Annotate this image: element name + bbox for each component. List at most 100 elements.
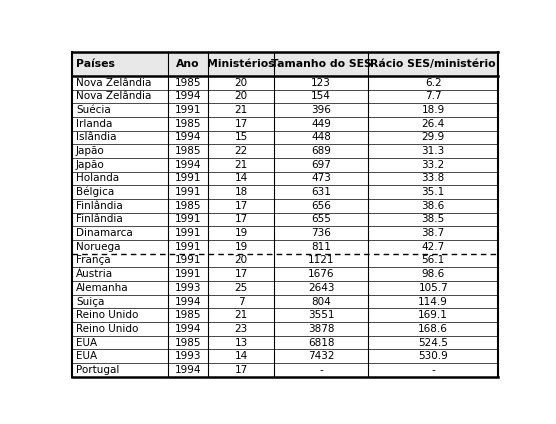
Text: 20: 20 [235, 92, 248, 101]
Text: 811: 811 [311, 242, 331, 252]
Text: 530.9: 530.9 [418, 351, 448, 361]
Text: 169.1: 169.1 [418, 310, 448, 320]
Text: 6818: 6818 [308, 338, 335, 348]
Text: 18: 18 [235, 187, 248, 197]
Text: 1676: 1676 [308, 269, 335, 279]
Text: 473: 473 [311, 173, 331, 184]
Text: 1991: 1991 [175, 173, 201, 184]
Text: 1994: 1994 [175, 92, 201, 101]
Text: 1985: 1985 [175, 310, 201, 320]
Text: 1994: 1994 [175, 160, 201, 170]
Text: Tamanho do SES: Tamanho do SES [271, 59, 371, 69]
Text: 17: 17 [235, 119, 248, 129]
Text: 21: 21 [235, 310, 248, 320]
Text: 15: 15 [235, 132, 248, 142]
Text: 1985: 1985 [175, 78, 201, 88]
Text: 524.5: 524.5 [418, 338, 448, 348]
Text: 31.3: 31.3 [421, 146, 445, 156]
Text: 1985: 1985 [175, 338, 201, 348]
Text: Irlanda: Irlanda [76, 119, 112, 129]
Text: 33.8: 33.8 [421, 173, 445, 184]
Text: 19: 19 [235, 242, 248, 252]
Text: 33.2: 33.2 [421, 160, 445, 170]
Text: 631: 631 [311, 187, 331, 197]
Text: Portugal: Portugal [76, 365, 120, 375]
Text: Alemanha: Alemanha [76, 283, 128, 293]
Text: Islândia: Islândia [76, 132, 116, 142]
Text: Reino Unido: Reino Unido [76, 310, 138, 320]
Text: Suiça: Suiça [76, 296, 105, 307]
Text: 804: 804 [311, 296, 331, 307]
Text: 17: 17 [235, 269, 248, 279]
Text: 21: 21 [235, 105, 248, 115]
Text: Noruega: Noruega [76, 242, 121, 252]
Text: 20: 20 [235, 78, 248, 88]
Text: 396: 396 [311, 105, 331, 115]
Text: 1985: 1985 [175, 146, 201, 156]
Text: 56.1: 56.1 [421, 256, 445, 265]
Text: 21: 21 [235, 160, 248, 170]
Text: Holanda: Holanda [76, 173, 119, 184]
Text: 168.6: 168.6 [418, 324, 448, 334]
Text: 1994: 1994 [175, 296, 201, 307]
Text: Dinamarca: Dinamarca [76, 228, 133, 238]
Text: 1991: 1991 [175, 269, 201, 279]
Text: 38.6: 38.6 [421, 201, 445, 211]
Text: 1985: 1985 [175, 119, 201, 129]
Text: 98.6: 98.6 [421, 269, 445, 279]
Text: 18.9: 18.9 [421, 105, 445, 115]
Text: 2643: 2643 [308, 283, 335, 293]
Text: 19: 19 [235, 228, 248, 238]
Text: 7432: 7432 [308, 351, 335, 361]
Text: 7: 7 [238, 296, 245, 307]
Text: 14: 14 [235, 173, 248, 184]
Text: 3878: 3878 [308, 324, 335, 334]
Text: Áustria: Áustria [76, 269, 113, 279]
Text: 1994: 1994 [175, 365, 201, 375]
Text: 689: 689 [311, 146, 331, 156]
Text: Rácio SES/ministério: Rácio SES/ministério [370, 59, 496, 69]
Text: -: - [319, 365, 323, 375]
Text: 449: 449 [311, 119, 331, 129]
Text: Finlândia: Finlândia [76, 215, 123, 224]
Text: EUA: EUA [76, 338, 97, 348]
Text: 1991: 1991 [175, 256, 201, 265]
Text: 1991: 1991 [175, 228, 201, 238]
Text: 1993: 1993 [175, 351, 201, 361]
Text: 105.7: 105.7 [418, 283, 448, 293]
Text: 42.7: 42.7 [421, 242, 445, 252]
Text: 1991: 1991 [175, 105, 201, 115]
Text: Japão: Japão [76, 160, 105, 170]
Text: Países: Países [76, 59, 115, 69]
Text: França: França [76, 256, 111, 265]
Text: Nova Zelândia: Nova Zelândia [76, 78, 151, 88]
Text: -: - [431, 365, 435, 375]
Text: 14: 14 [235, 351, 248, 361]
Text: 17: 17 [235, 365, 248, 375]
Text: 29.9: 29.9 [421, 132, 445, 142]
Text: Ministérios: Ministérios [207, 59, 275, 69]
Text: 22: 22 [235, 146, 248, 156]
Text: Bélgica: Bélgica [76, 187, 114, 198]
Text: 1991: 1991 [175, 215, 201, 224]
Text: 1993: 1993 [175, 283, 201, 293]
Text: 736: 736 [311, 228, 331, 238]
Text: Reino Unido: Reino Unido [76, 324, 138, 334]
Text: 1991: 1991 [175, 242, 201, 252]
Text: 656: 656 [311, 201, 331, 211]
Text: 17: 17 [235, 215, 248, 224]
Bar [72, 52, 498, 76]
Text: 697: 697 [311, 160, 331, 170]
Text: 3551: 3551 [308, 310, 335, 320]
Text: 1985: 1985 [175, 201, 201, 211]
Text: 38.7: 38.7 [421, 228, 445, 238]
Text: 35.1: 35.1 [421, 187, 445, 197]
Text: 1991: 1991 [175, 187, 201, 197]
Text: 655: 655 [311, 215, 331, 224]
Text: 26.4: 26.4 [421, 119, 445, 129]
Text: Ano: Ano [176, 59, 200, 69]
Text: 25: 25 [235, 283, 248, 293]
Text: 1994: 1994 [175, 132, 201, 142]
Text: 1121: 1121 [308, 256, 335, 265]
Text: Suécia: Suécia [76, 105, 111, 115]
